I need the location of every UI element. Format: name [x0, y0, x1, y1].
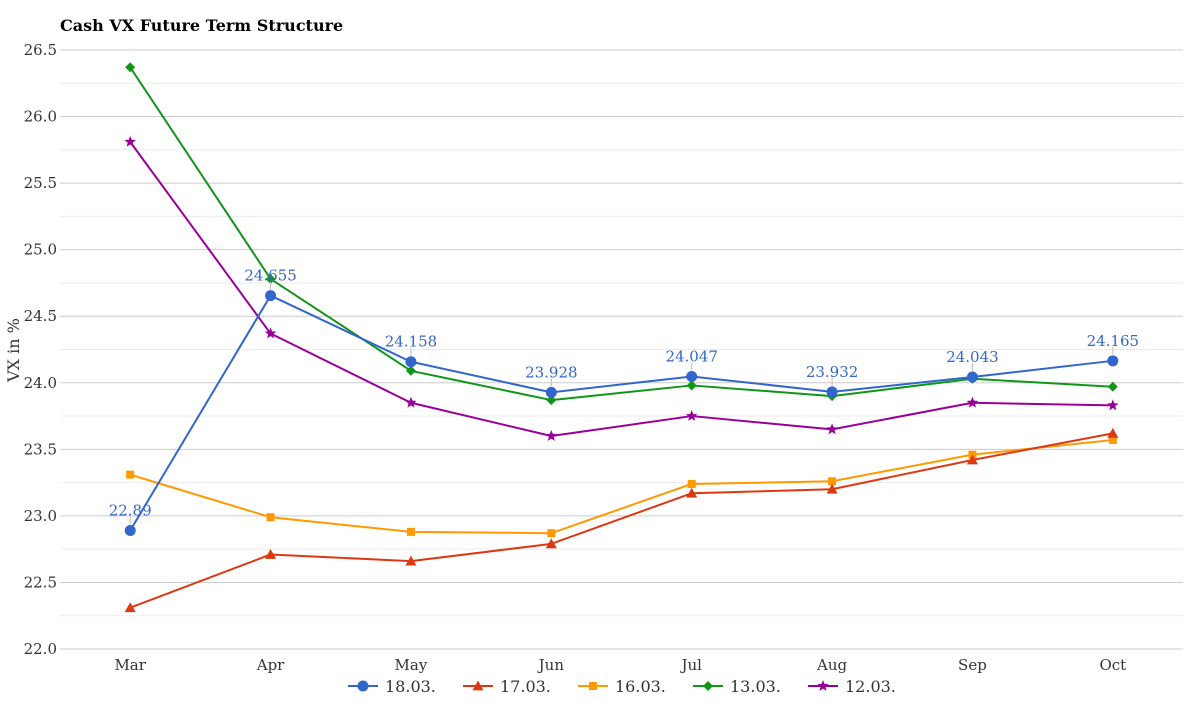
- data-point: [1107, 381, 1118, 392]
- x-tick-label: May: [395, 656, 428, 674]
- series-line: [129, 432, 1113, 609]
- data-label: 23.932: [806, 363, 859, 381]
- data-point: [1107, 355, 1119, 367]
- data-point: [1107, 399, 1119, 411]
- data-point: [966, 371, 978, 383]
- legend-item[interactable]: 12.03.: [808, 677, 896, 696]
- data-label: 22.89: [109, 502, 152, 520]
- data-point: [686, 380, 697, 391]
- data-point: [966, 396, 979, 408]
- y-tick-label: 22.5: [24, 573, 57, 591]
- legend-marker: [357, 680, 369, 692]
- x-tick-label: Sep: [958, 656, 987, 674]
- legend-marker: [472, 680, 484, 691]
- legend-marker: [817, 680, 829, 691]
- y-tick-label: 23.0: [24, 507, 57, 525]
- data-point: [1108, 436, 1117, 445]
- legend-item[interactable]: 18.03.: [348, 677, 436, 696]
- y-tick-label: 26.0: [24, 108, 57, 126]
- series-1: [124, 290, 1119, 537]
- data-label: 24.165: [1087, 332, 1140, 350]
- legend-label: 16.03.: [615, 677, 666, 696]
- y-tick-label: 24.0: [24, 374, 57, 392]
- y-tick-label: 26.5: [24, 41, 57, 59]
- data-point: [687, 479, 696, 488]
- legend-item[interactable]: 13.03.: [693, 677, 781, 696]
- data-point: [1107, 427, 1119, 438]
- data-label: 24.655: [244, 267, 297, 285]
- data-label: 24.158: [385, 333, 438, 351]
- legend-marker: [589, 682, 597, 690]
- data-point: [686, 487, 698, 498]
- legend-marker: [703, 681, 713, 691]
- y-tick-label: 22.0: [24, 640, 57, 658]
- legend-item[interactable]: 16.03.: [578, 677, 666, 696]
- x-tick-label: Mar: [114, 656, 146, 674]
- legend: 18.03. 17.03. 16.03. 13.03. 12.03.: [348, 677, 896, 696]
- y-tick-label: 25.0: [24, 241, 57, 259]
- data-point: [265, 548, 277, 559]
- data-point: [826, 483, 838, 494]
- y-tick-label: 24.5: [24, 307, 57, 325]
- grid: [60, 49, 1183, 650]
- y-tick-label: 25.5: [24, 174, 57, 192]
- data-point: [546, 395, 557, 406]
- data-point: [547, 529, 556, 538]
- data-point: [686, 371, 698, 383]
- x-tick-label: Aug: [816, 656, 847, 674]
- data-point: [826, 386, 838, 398]
- series-layer: [124, 62, 1119, 613]
- data-point: [125, 62, 136, 73]
- legend-label: 13.03.: [730, 677, 781, 696]
- data-point: [406, 527, 415, 536]
- data-label: 24.043: [946, 348, 999, 366]
- data-point: [126, 470, 135, 479]
- data-label: 23.928: [525, 363, 578, 381]
- data-point: [828, 477, 837, 486]
- series-line: [129, 141, 1113, 438]
- series-2: [124, 427, 1119, 613]
- data-point: [685, 410, 698, 421]
- x-tick-label: Apr: [256, 656, 285, 674]
- series-line: [129, 439, 1113, 535]
- legend-label: 12.03.: [845, 677, 896, 696]
- x-tick-label: Jun: [537, 656, 565, 674]
- data-point: [265, 290, 277, 302]
- data-point: [826, 423, 838, 435]
- x-axis-ticks: Mar Apr May Jun Jul Aug Sep Oct: [114, 656, 1126, 674]
- data-point: [405, 396, 417, 408]
- data-point: [265, 273, 276, 284]
- series-3: [126, 436, 1117, 538]
- data-point: [405, 555, 417, 566]
- data-point: [545, 430, 558, 441]
- series-5: [124, 135, 1119, 441]
- legend-label: 18.03.: [385, 677, 436, 696]
- data-label: 24.047: [665, 348, 718, 366]
- data-point: [124, 602, 136, 613]
- data-point: [405, 365, 416, 376]
- data-point: [124, 525, 136, 537]
- data-point: [966, 454, 978, 465]
- data-labels: 22.89 24.655 24.158 23.928 24.047 23.932 24.04…: [109, 267, 1139, 525]
- legend-item[interactable]: 17.03.: [463, 677, 551, 696]
- y-tick-label: 23.5: [24, 440, 57, 458]
- data-point: [545, 538, 557, 549]
- data-point: [266, 513, 275, 522]
- data-point: [545, 386, 557, 398]
- legend-label: 17.03.: [500, 677, 551, 696]
- chart-title: Cash VX Future Term Structure: [60, 16, 343, 35]
- y-axis-label: VX in %: [4, 318, 23, 383]
- x-tick-label: Oct: [1099, 656, 1126, 674]
- data-point: [405, 356, 417, 368]
- y-axis-ticks: 22.0 22.5 23.0 23.5 24.0 24.5 25.0 25.5 26.0 26.5: [24, 41, 57, 658]
- series-line: [129, 66, 1113, 402]
- data-point: [264, 327, 277, 339]
- series-line: [129, 294, 1113, 532]
- x-tick-label: Jul: [679, 656, 702, 674]
- data-point: [124, 135, 136, 147]
